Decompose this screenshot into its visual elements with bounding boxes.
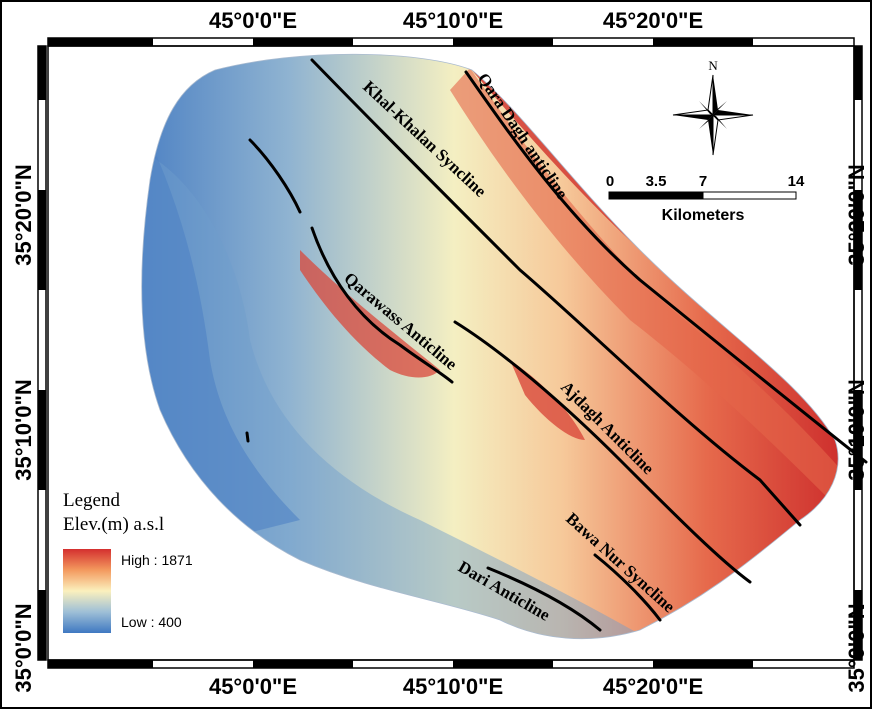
- small-axis: [245, 431, 250, 443]
- right-label-1: 35°20'0"N: [844, 164, 869, 266]
- top-label-2: 45°10'0"E: [403, 8, 503, 33]
- bottom-label-2: 45°10'0"E: [403, 674, 503, 699]
- legend-color-ramp: [63, 549, 111, 633]
- top-label-1: 45°0'0"E: [209, 8, 297, 33]
- bottom-label-3: 45°20'0"E: [603, 674, 703, 699]
- left-label-3: 35°0'0"N: [11, 603, 36, 692]
- bawa-nur-axis: [593, 553, 662, 622]
- left-label-2: 35°10'0"N: [11, 379, 36, 481]
- qarawass-axis-2: [310, 226, 454, 384]
- legend-title: Legend: [63, 490, 120, 511]
- scale-unit: Kilometers: [662, 207, 745, 224]
- scale-bar: 0 3.5 7 14 Kilometers: [606, 173, 805, 224]
- legend-subtitle: Elev.(m) a.s.l: [63, 514, 164, 535]
- scale-tick-3: 14: [788, 173, 805, 190]
- fold-axes: [245, 58, 868, 632]
- ajdagh-axis: [453, 320, 752, 584]
- qarawass-axis-1: [248, 138, 302, 214]
- legend-high: High : 1871: [121, 552, 193, 568]
- left-label-1: 35°20'0"N: [11, 164, 36, 266]
- top-label-3: 45°20'0"E: [603, 8, 703, 33]
- scale-tick-2: 7: [699, 173, 707, 190]
- legend-low: Low : 400: [121, 614, 182, 630]
- right-label-3: 35°0'0"N: [844, 603, 869, 692]
- right-label-2: 35°10'0"N: [844, 379, 869, 481]
- scale-tick-1: 3.5: [646, 173, 667, 190]
- north-arrow-icon: N: [672, 58, 754, 156]
- khal-khalan-axis: [310, 58, 802, 527]
- qara-dagh-axis: [464, 70, 868, 464]
- bottom-label-1: 45°0'0"E: [209, 674, 297, 699]
- graticule-border: [37, 37, 863, 669]
- scale-tick-0: 0: [606, 173, 614, 190]
- north-label: N: [708, 58, 718, 73]
- dari-axis: [486, 566, 602, 632]
- coordinate-labels: 45°0'0"E 45°10'0"E 45°20'0"E 45°0'0"E 45…: [11, 8, 869, 699]
- legend: Legend Elev.(m) a.s.l High : 1871 Low : …: [63, 490, 193, 633]
